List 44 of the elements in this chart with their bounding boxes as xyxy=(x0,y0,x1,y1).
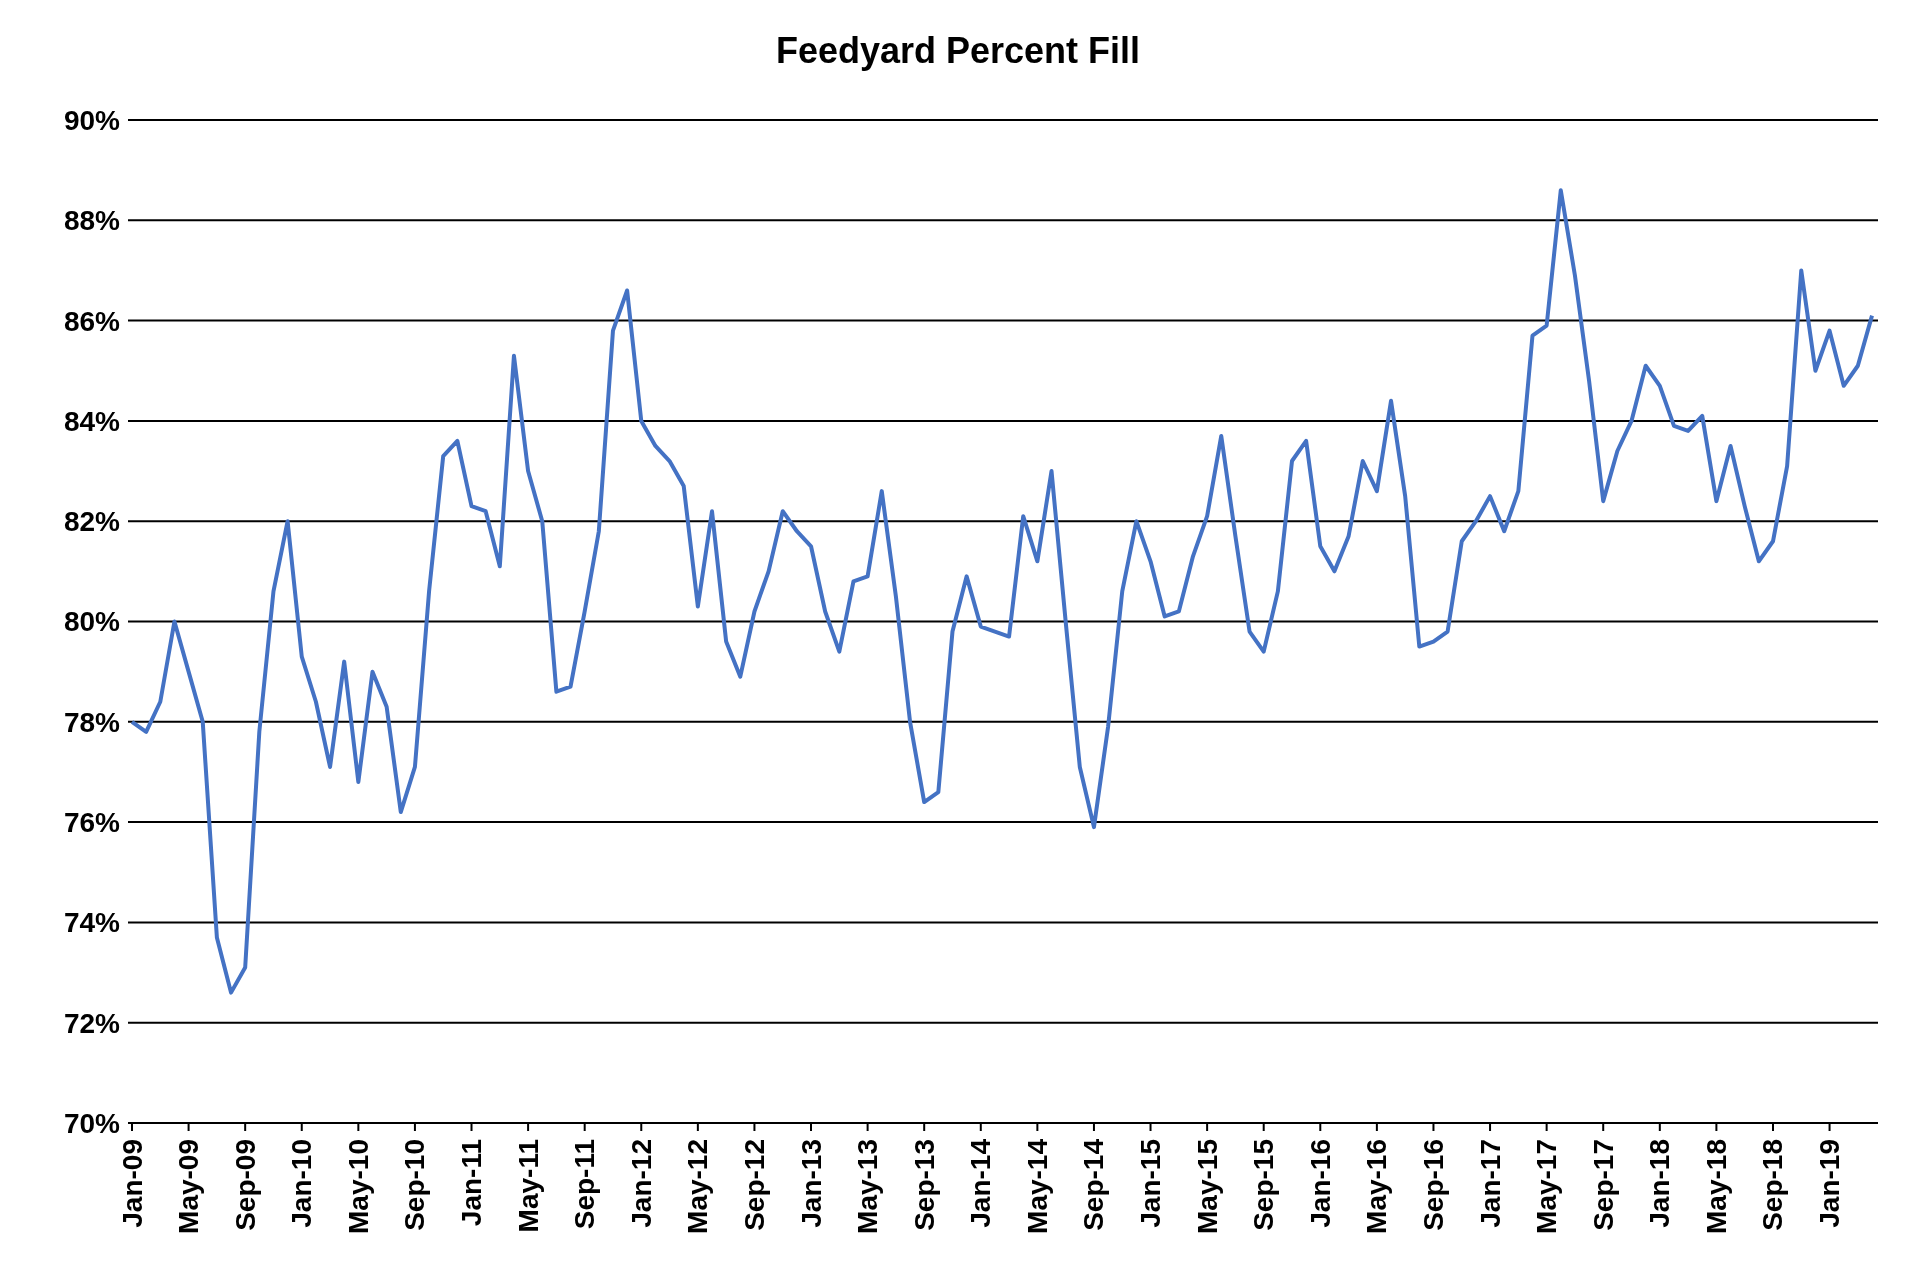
x-tick-label: May-14 xyxy=(1021,1138,1053,1234)
x-tick-label: May-13 xyxy=(852,1139,884,1234)
x-tick-label: Sep-16 xyxy=(1417,1139,1449,1231)
x-tick-label: Jan-11 xyxy=(456,1139,488,1227)
y-tick-label: 70% xyxy=(63,1107,121,1139)
x-tick-label: Jan-17 xyxy=(1474,1139,1506,1228)
x-tick-label: Sep-09 xyxy=(229,1139,261,1231)
y-tick-label: 72% xyxy=(63,1007,121,1039)
y-tick-label: 74% xyxy=(63,907,121,939)
y-tick-label: 80% xyxy=(63,606,121,638)
x-tick-label: Jan-12 xyxy=(625,1139,657,1228)
y-tick-label: 90% xyxy=(63,104,121,136)
x-tick-label: Sep-10 xyxy=(399,1139,431,1231)
x-tick-label: Jan-19 xyxy=(1814,1139,1846,1228)
x-tick-label: Sep-12 xyxy=(738,1139,770,1231)
line-series xyxy=(130,188,1874,995)
x-tick-label: May-15 xyxy=(1191,1139,1223,1234)
y-tick-label: 78% xyxy=(63,706,121,738)
x-tick-label: May-17 xyxy=(1531,1139,1563,1234)
x-tick-label: May-12 xyxy=(682,1139,714,1234)
y-tick-label: 76% xyxy=(63,807,121,839)
y-tick-label: 88% xyxy=(63,205,121,237)
x-tick-label: May-16 xyxy=(1361,1139,1393,1234)
y-tick-label: 86% xyxy=(63,305,121,337)
x-tick-label: Jan-16 xyxy=(1304,1139,1336,1228)
x-tick-label: May-09 xyxy=(173,1139,205,1234)
x-tick-label: Sep-18 xyxy=(1757,1139,1789,1231)
x-tick-label: May-18 xyxy=(1700,1139,1732,1234)
x-tick-label: Sep-17 xyxy=(1587,1139,1619,1231)
x-tick-label: Sep-13 xyxy=(908,1139,940,1231)
x-tick-label: Jan-18 xyxy=(1644,1139,1676,1228)
x-tick-label: Sep-11 xyxy=(569,1139,601,1230)
x-tick-label: Jan-09 xyxy=(116,1139,148,1228)
chart-title: Feedyard Percent Fill xyxy=(774,30,1142,72)
x-tick-label: May-11 xyxy=(512,1139,544,1233)
y-tick-label: 82% xyxy=(63,506,121,538)
x-tick-label: Sep-14 xyxy=(1078,1138,1110,1231)
x-tick-label: Jan-13 xyxy=(795,1139,827,1228)
y-tick-label: 84% xyxy=(63,405,121,437)
x-tick-label: Sep-15 xyxy=(1248,1139,1280,1231)
x-tick-label: Jan-10 xyxy=(286,1139,318,1228)
x-tick-label: May-10 xyxy=(342,1139,374,1234)
x-tick-label: Jan-15 xyxy=(1135,1139,1167,1228)
x-tick-label: Jan-14 xyxy=(965,1138,997,1228)
